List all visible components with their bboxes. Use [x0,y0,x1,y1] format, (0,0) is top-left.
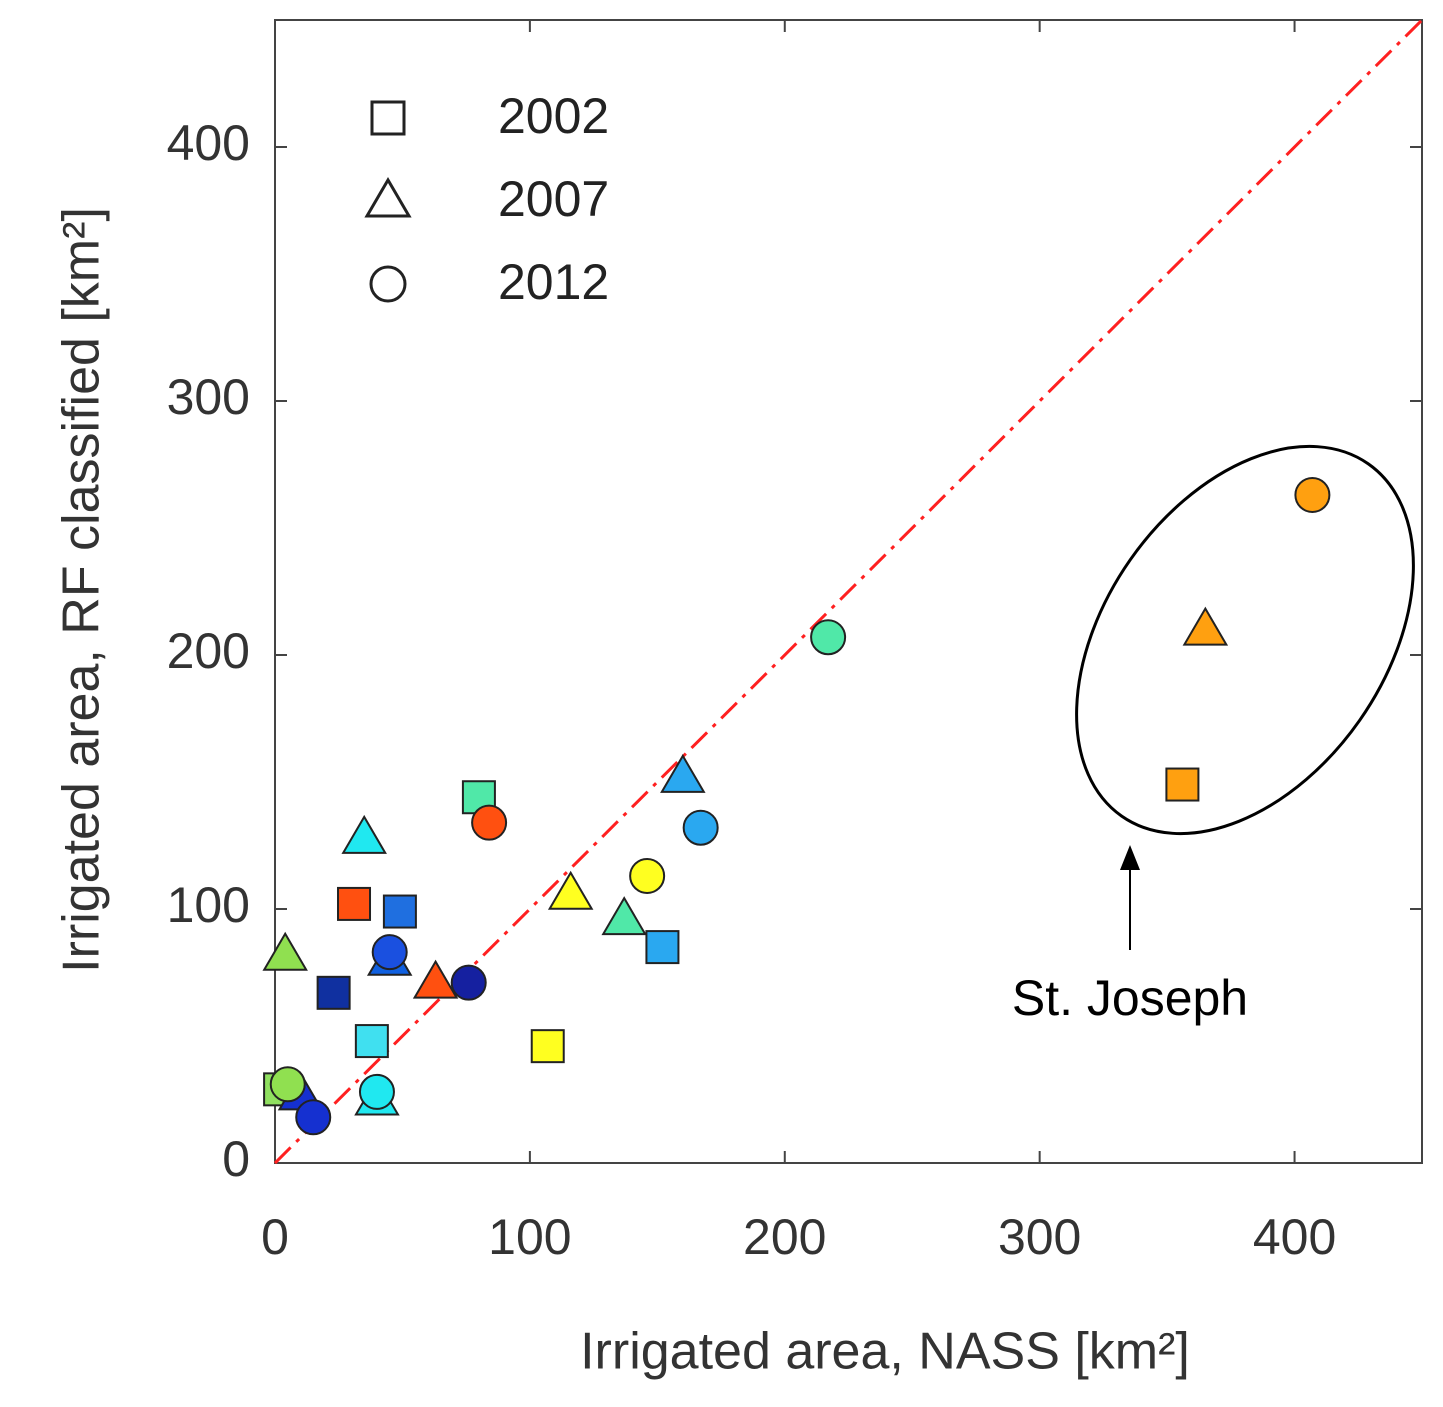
plot-frame [274,19,1423,1164]
x-tick-label: 200 [743,1209,826,1265]
x-tick-label: 300 [998,1209,1081,1265]
triangle-marker [364,177,412,218]
y-tick-label: 400 [167,115,250,171]
highlight-ellipse [1075,444,1415,836]
circle-marker [450,964,487,1001]
triangle-marker [1182,606,1229,646]
legend-label: 2002 [498,88,609,144]
legend-label: 2012 [498,254,609,310]
circle-marker [269,1066,306,1103]
y-tick-label: 300 [167,369,250,425]
triangle-marker [341,814,387,854]
circle-marker [629,857,666,894]
circle-marker [810,619,847,656]
square-marker [337,886,372,921]
x-tick-label: 400 [1253,1209,1336,1265]
square-marker [645,930,680,965]
x-tick-label: 100 [488,1209,571,1265]
triangle-marker [601,896,647,936]
y-tick-label: 200 [167,623,250,679]
circle-marker [1294,476,1331,513]
circle-marker [369,265,407,303]
x-axis-label: Irrigated area, NASS [km²] [580,1323,1190,1381]
circle-marker [471,804,508,841]
x-tick-label: 0 [261,1209,289,1265]
arrow-head [1120,845,1140,870]
square-marker [316,975,351,1010]
y-tick-label: 100 [167,877,250,933]
triangle-marker [262,931,308,971]
circle-marker [682,809,719,846]
square-marker [1165,767,1200,802]
square-marker [354,1024,389,1059]
circle-marker [371,934,408,971]
square-marker [382,894,417,929]
square-marker [370,100,406,136]
triangle-marker [547,870,594,910]
annotation: St. Joseph [1012,970,1248,1026]
triangle-marker [412,959,459,999]
legend-label: 2007 [498,171,609,227]
y-tick-label: 0 [222,1131,250,1187]
triangle-marker [660,753,706,793]
circle-marker [295,1099,332,1136]
square-marker [530,1029,565,1064]
y-axis-label: Irrigated area, RF classified [km²] [53,207,111,973]
circle-marker [358,1073,395,1110]
